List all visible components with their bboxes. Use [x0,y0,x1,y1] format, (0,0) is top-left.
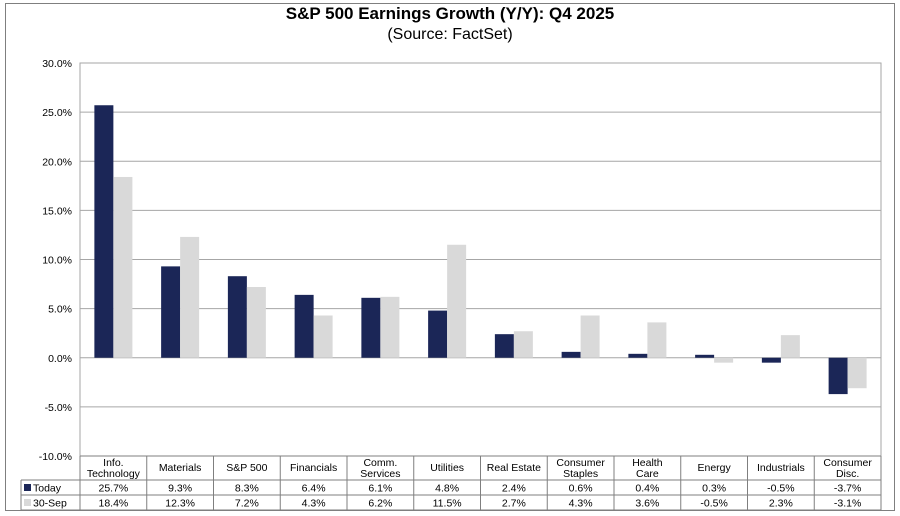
data-label: 11.5% [433,498,462,510]
category-label: Real Estate [487,462,541,474]
bar-30-sep [380,296,400,358]
bar-30-sep [847,357,867,389]
data-label: 0.6% [569,483,593,495]
bars [94,105,867,395]
data-label: -0.5% [700,498,727,510]
data-label: 2.7% [502,498,526,510]
data-label: 6.4% [302,483,326,495]
gridlines [79,62,882,457]
bar-30-sep [780,335,800,358]
category-label: Materials [159,462,202,474]
category-label: Comm. [363,457,397,469]
data-label: 9.3% [168,483,192,495]
legend-swatch-today [24,484,31,491]
y-tick-label: 30.0% [42,58,72,70]
bar-today [428,310,448,358]
y-tick-label: 5.0% [48,304,72,316]
bar-30-sep [447,244,467,358]
data-label: 18.4% [98,498,128,510]
category-label: Services [360,468,400,480]
data-label: -3.1% [834,498,861,510]
y-tick-label: -10.0% [39,451,72,463]
category-label: Disc. [836,468,859,480]
y-tick-label: -5.0% [45,402,72,414]
chart-subtitle: (Source: FactSet) [387,26,513,43]
data-label: 7.2% [235,498,259,510]
data-table: Info.Technology Materials S&P 500 Financial… [20,455,882,511]
data-label: 3.6% [635,498,659,510]
category-label: Financials [290,462,337,474]
category-label: Info. [103,457,123,469]
category-label: Health [632,457,663,469]
bar-today [94,105,114,358]
bar-today [294,294,314,358]
legend-label: 30-Sep [33,498,67,510]
y-tick-label: 0.0% [48,353,72,365]
y-tick-label: 20.0% [42,156,72,168]
data-label: 8.3% [235,483,259,495]
bar-30-sep [513,331,533,358]
bar-30-sep [580,315,600,358]
bar-today [227,276,247,358]
bar-today [361,297,381,358]
y-tick-label: 15.0% [42,205,72,217]
y-tick-label: 10.0% [42,255,72,267]
bar-30-sep [113,176,133,358]
bar-30-sep [714,357,734,363]
data-label: 6.1% [368,483,392,495]
data-label: 25.7% [98,483,128,495]
y-tick-label: 25.0% [42,107,72,119]
bar-30-sep [180,236,200,358]
legend-label: Today [33,483,62,495]
bar-today [561,351,581,358]
data-label: -3.7% [834,483,861,495]
chart-title: S&P 500 Earnings Growth (Y/Y): Q4 2025 [285,4,615,23]
data-label: -0.5% [767,483,794,495]
bar-today [628,353,648,358]
category-label: Industrials [757,462,805,474]
bar-today [828,357,848,395]
category-label: Care [636,468,659,480]
category-label: Consumer [556,457,605,469]
data-label: 2.3% [769,498,793,510]
data-label: 2.4% [502,483,526,495]
category-label: Utilities [430,462,464,474]
bar-today [695,354,715,358]
data-label: 4.3% [302,498,326,510]
bar-today [761,357,781,363]
bar-30-sep [313,315,333,358]
bar-today [494,334,514,358]
category-label: Technology [87,468,141,480]
y-axis-ticks: 30.0% 25.0% 20.0% 15.0% 10.0% 5.0% 0.0% -5.0% -1… [39,58,72,463]
category-label: Energy [697,462,731,474]
category-label: Consumer [823,457,872,469]
category-label: S&P 500 [226,462,267,474]
data-label: 0.3% [702,483,726,495]
data-label: 4.8% [435,483,459,495]
category-label: Staples [563,468,598,480]
bar-30-sep [246,287,266,358]
data-label: 0.4% [635,483,659,495]
legend-swatch-30-sep [24,499,31,506]
bar-today [161,266,181,358]
data-label: 12.3% [165,498,195,510]
bar-30-sep [647,322,667,358]
data-label: 4.3% [569,498,593,510]
data-label: 6.2% [368,498,392,510]
